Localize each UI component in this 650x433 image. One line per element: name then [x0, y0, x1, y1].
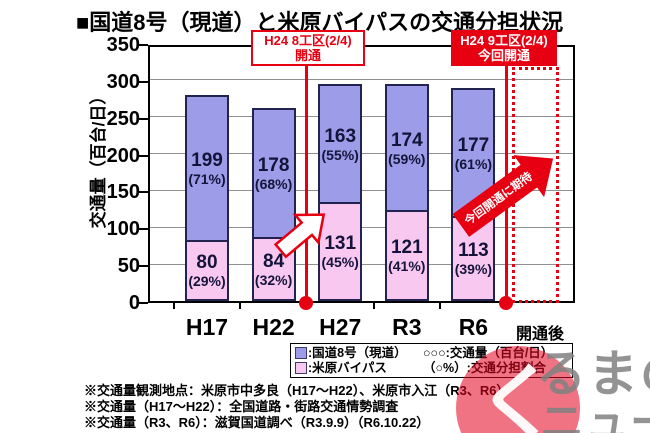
y-tick-label: 100 [106, 218, 140, 241]
segment-share: (39%) [454, 261, 493, 277]
y-tick-label: 250 [106, 107, 140, 130]
increase-arrow-icon [273, 213, 326, 259]
gridline [150, 79, 573, 81]
y-tick-mark [139, 44, 148, 46]
x-label-開通後: 開通後 [515, 326, 564, 343]
footnote-2: ※交通量（H17～H22）：全国道路・街路交通情勢調査 [84, 399, 399, 414]
x-label-R3: R3 [392, 314, 422, 340]
segment-share: (55%) [321, 146, 359, 163]
legend-key-share-symbol: （○%） [423, 360, 467, 375]
x-label-H17: H17 [185, 314, 229, 340]
x-label-H22: H22 [252, 314, 295, 340]
footnote-3: ※交通量（R3、R6）：滋賀国道調べ（R3.9.9）（R6.10.22） [84, 415, 430, 430]
segment-value: 113 [458, 240, 489, 261]
segment-bypass-R3: 121 (41%) [384, 212, 429, 301]
y-tick-label: 200 [106, 144, 140, 167]
segment-share: (29%) [188, 273, 226, 289]
segment-route8-H27: 163 (55%) [318, 84, 363, 204]
footnote-1: ※交通量観測地点：米原市中多良（H17～H22）、米原市入江（R3、R6） [84, 383, 510, 398]
annotation-box-h24-9-line1: H24 9工区(2/4) [460, 33, 548, 48]
watermark-text-1: るまの [536, 346, 650, 402]
annotation-dot-h24-9 [499, 296, 513, 310]
segment-share: (61%) [454, 155, 493, 172]
x-label-R6: R6 [458, 314, 489, 340]
segment-share: (41%) [388, 258, 426, 274]
bar-H17: 199 (71%) 80 (29%) [185, 95, 229, 301]
legend-key-volume-symbol: ○○○ [423, 346, 446, 361]
bar-H27: 163 (55%) 131 (45%) [318, 84, 363, 301]
x-tick-mark [172, 303, 175, 309]
x-tick-mark [239, 303, 242, 309]
segment-share: (32%) [254, 271, 293, 288]
y-tick-label: 50 [117, 255, 140, 278]
expectation-arrow-icon: 今回開通に期待 [452, 155, 554, 237]
segment-share: (71%) [188, 171, 226, 187]
annotation-line-h24-8 [305, 60, 308, 303]
segment-value: 163 [324, 125, 357, 147]
plot-area: 199 (71%) 80 (29%) 178 (68%) 84 (32%) 163 (55%) 13… [148, 45, 575, 303]
y-tick-mark [139, 228, 148, 231]
segment-value: 178 [257, 155, 290, 176]
x-tick-mark [372, 303, 375, 309]
segment-route8-R3: 174 (59%) [384, 84, 429, 212]
x-label-H27: H27 [319, 314, 362, 340]
y-tick-mark [139, 80, 148, 83]
kuruma-news-logo-mark: く [476, 358, 559, 433]
annotation-box-h24-9: H24 9工区(2/4) 今回開通 [451, 30, 557, 66]
annotation-box-h24-8-line2: 開通 [294, 48, 321, 63]
legend-item-bypass: :米原バイパス [295, 361, 423, 375]
legend-swatch-route8 [295, 347, 307, 360]
footnotes: ※交通量観測地点：米原市中多良（H17～H22）、米原市入江（R3、R6） ※交… [84, 383, 509, 431]
y-tick-label: 350 [106, 34, 140, 56]
segment-route8-H17: 199 (71%) [185, 95, 229, 242]
segment-share: (68%) [254, 176, 293, 192]
y-tick-label: 300 [106, 70, 140, 93]
y-tick-mark [139, 302, 148, 304]
y-tick-mark [139, 265, 148, 268]
annotation-box-h24-8-line1: H24 8工区(2/4) [264, 33, 352, 48]
bar-H22: 178 (68%) 84 (32%) [251, 108, 296, 301]
segment-value: 177 [457, 134, 490, 156]
legend-label-bypass: :米原バイパス [308, 360, 387, 375]
segment-bypass-H27: 131 (45%) [318, 204, 363, 301]
segment-bypass-H22: 84 (32%) [251, 239, 296, 301]
segment-route8-H22: 178 (68%) [251, 108, 296, 239]
y-tick-mark [139, 154, 148, 157]
segment-bypass-H17: 80 (29%) [185, 242, 229, 301]
legend-item-route8: :国道8号（現道） [295, 346, 423, 360]
segment-value: 84 [263, 250, 285, 272]
segment-value: 131 [324, 233, 357, 254]
legend-swatch-bypass [295, 361, 307, 374]
segment-value: 199 [191, 150, 223, 171]
y-tick-label: 150 [106, 181, 140, 204]
y-tick-label: 0 [128, 292, 140, 314]
legend-label-route8: :国道8号（現道） [308, 346, 407, 361]
segment-share: (59%) [388, 150, 426, 167]
segment-share: (45%) [321, 254, 359, 270]
expectation-arrow-label: 今回開通に期待 [461, 169, 536, 229]
x-tick-mark [439, 303, 442, 309]
y-tick-mark [139, 191, 148, 194]
annotation-box-h24-9-line2: 今回開通 [477, 48, 530, 63]
segment-value: 80 [196, 252, 218, 273]
segment-value: 174 [390, 129, 423, 151]
watermark-text-2: ニュース [540, 398, 650, 433]
annotation-box-h24-8: H24 8工区(2/4) 開通 [251, 30, 365, 66]
segment-value: 121 [390, 237, 423, 258]
bar-R3: 174 (59%) 121 (41%) [384, 84, 429, 301]
annotation-dot-h24-8 [299, 296, 313, 310]
y-tick-mark [139, 117, 148, 120]
